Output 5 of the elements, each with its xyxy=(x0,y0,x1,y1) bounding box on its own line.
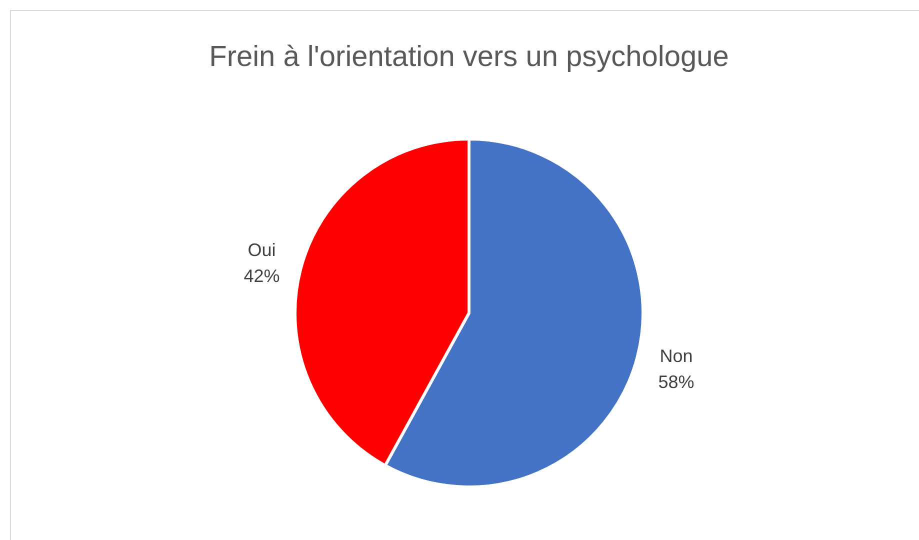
data-label: 42% xyxy=(244,266,280,286)
chart-title: Frein à l'orientation vers un psychologue xyxy=(209,41,729,73)
slice-label: Oui xyxy=(248,240,276,260)
data-label: 58% xyxy=(658,372,694,392)
slice-label: Non xyxy=(660,346,693,366)
